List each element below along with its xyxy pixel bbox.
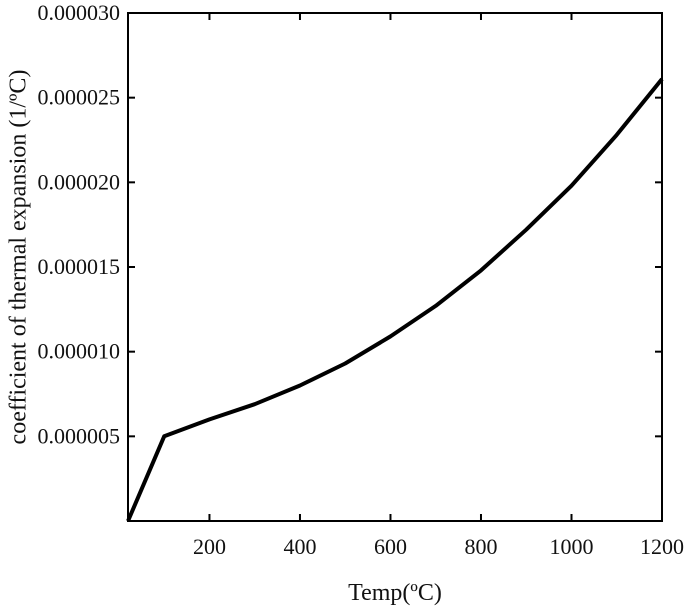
series-line [126,77,664,522]
plot-frame [127,12,663,522]
x-tick-label: 1000 [549,534,593,559]
y-tick-label: 0.000015 [38,254,121,279]
x-axis-title: Temp(ºC) [348,580,442,606]
x-tick-label: 1200 [640,534,684,559]
series-layer [126,77,664,522]
y-tick-label: 0.000030 [38,0,121,25]
x-tick-label: 400 [283,534,316,559]
y-tick-label: 0.000005 [38,423,121,448]
x-tick-label: 600 [374,534,407,559]
ticks: 200 400 600 800 1000 1200 0.000005 0.000010 0.00… [38,0,685,559]
y-tick-label: 0.000025 [38,85,121,110]
x-tick-label: 800 [464,534,497,559]
y-axis-title: coefficient of thermal expansion (1/ºC) [6,70,32,445]
x-tick-label: 200 [193,534,226,559]
y-tick-label: 0.000020 [38,169,121,194]
y-tick-label: 0.000010 [38,339,121,364]
